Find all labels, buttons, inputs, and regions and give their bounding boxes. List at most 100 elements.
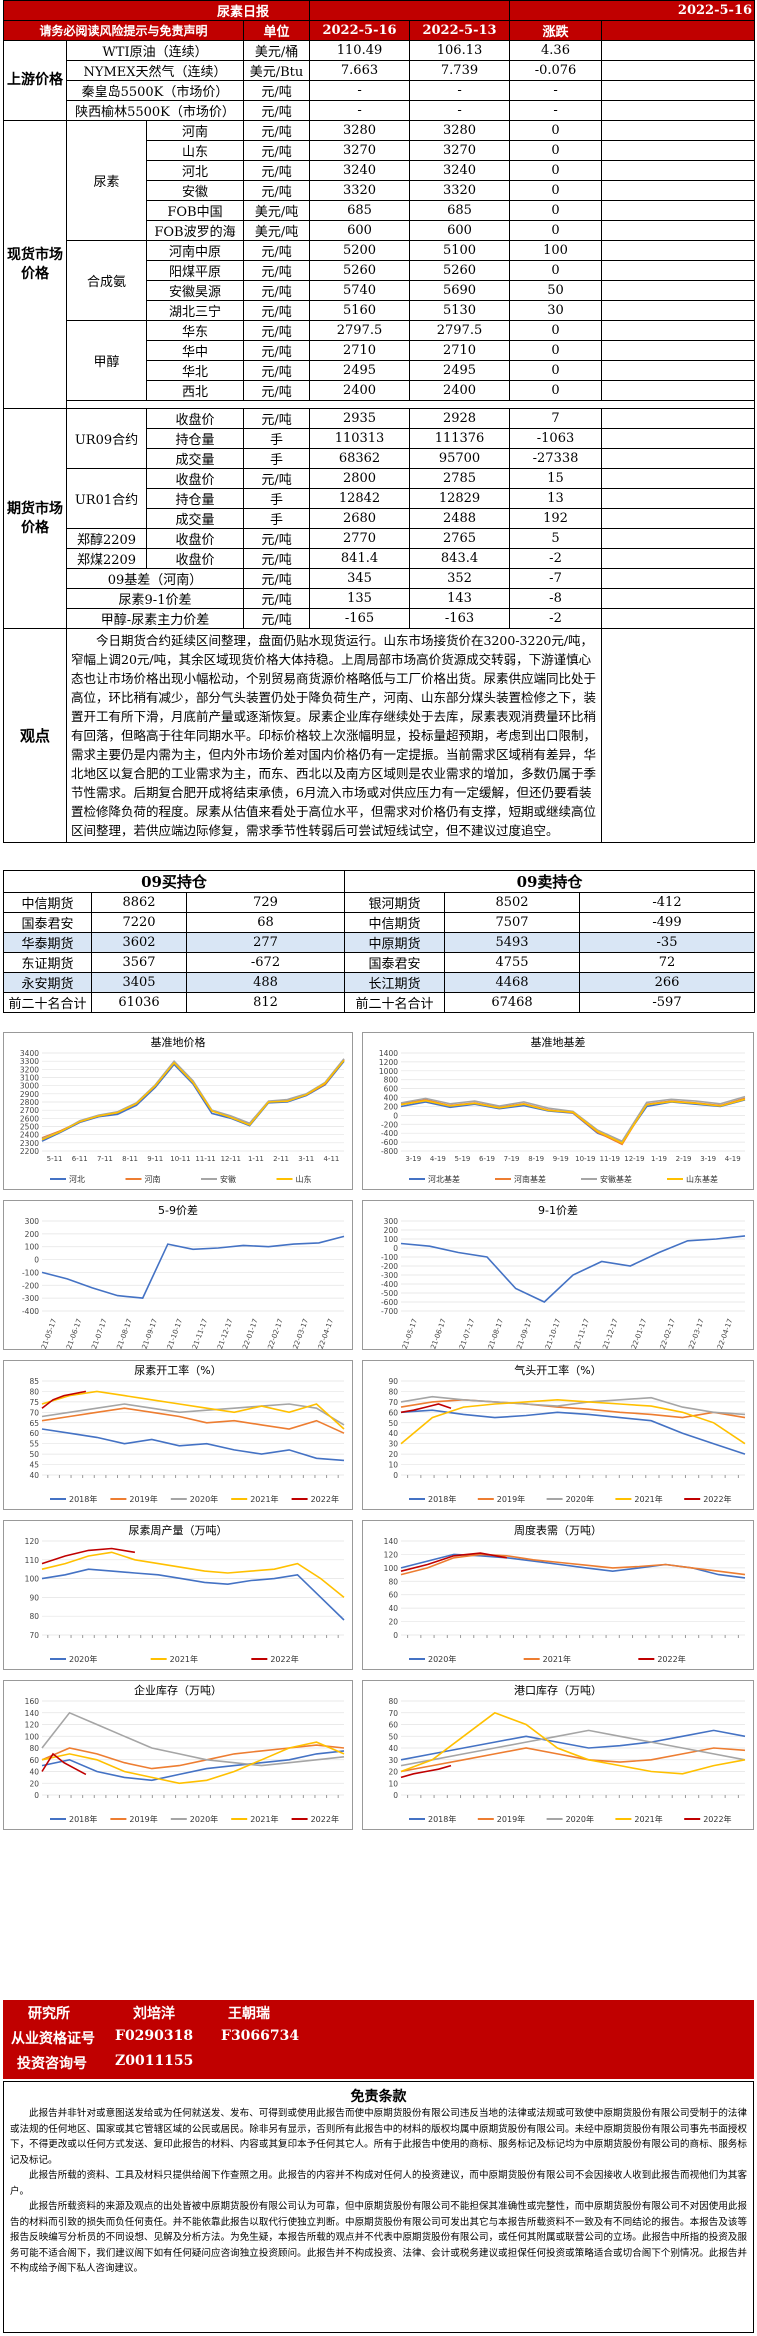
blank-cell	[601, 548, 756, 569]
qual-1: F0290318	[115, 2028, 194, 2044]
item-name: 秦皇岛5500K（市场价）	[66, 80, 244, 101]
y-tick-label: 85	[29, 1377, 39, 1386]
item-name: 华中	[146, 340, 244, 361]
y-tick-label: 300	[384, 1217, 399, 1226]
item-name: 尿素9-1价差	[66, 588, 244, 609]
item-change: 0	[509, 140, 603, 161]
x-tick-label: 2022-02-17	[656, 1318, 677, 1349]
x-tick-label: 5-19	[454, 1155, 470, 1163]
blank-cell	[601, 380, 756, 401]
y-tick-label: 60	[29, 1429, 39, 1438]
item-unit: 手	[242, 448, 311, 469]
y-tick-label: 0	[393, 1471, 398, 1480]
blank-cell	[601, 160, 756, 181]
short-change: -499	[579, 912, 755, 933]
long-volume: 3567	[91, 952, 187, 973]
risk-notice: 请务必阅读风险提示与免责声明	[3, 20, 244, 41]
legend-label: 2022年	[657, 1654, 685, 1664]
chart-title: 基准地价格	[151, 1035, 206, 1049]
legend-label: 2021年	[250, 1814, 278, 1824]
x-tick-label: 4-19	[430, 1155, 446, 1163]
series-line	[41, 1060, 345, 1142]
position-row: 华泰期货 3602 277 中原期货 5493 -35	[3, 932, 755, 953]
item-value-1: 2680	[309, 508, 411, 529]
chart-4: 9-1价差 300 200 100 0 -100 -200 -300 -400 -500 -600-…	[362, 1200, 754, 1350]
series-line	[400, 1747, 746, 1773]
spot-label: 现货市场价格	[3, 120, 67, 409]
item-value-1: 5200	[309, 240, 411, 261]
item-value-2: 143	[409, 588, 511, 609]
y-tick-label: 10	[388, 1461, 398, 1470]
blank-cell	[601, 320, 756, 341]
series-line	[400, 1729, 746, 1767]
chart-3: 5-9价差 300 200 100 0 -100 -200 -300 -400 2021-05-1…	[3, 1200, 353, 1350]
y-tick-label: 40	[388, 1744, 398, 1753]
y-tick-label: -400	[381, 1280, 398, 1289]
chart-5: 尿素开工率（%） 85 80 75 70 65 60 55 50 45 40 2018年 2019年 20…	[3, 1360, 353, 1510]
spot-row: 西北 元/吨 2400 2400 0	[4, 380, 756, 401]
chart-title: 周度表需（万吨）	[514, 1523, 602, 1537]
upstream-row: 上游价格 WTI原油（连续） 美元/桶 110.49 106.13 4.36	[3, 40, 756, 121]
analyst-2: 王朝瑞	[228, 2006, 270, 2022]
item-value-2: 2785	[409, 468, 511, 489]
long-change: -672	[186, 952, 345, 973]
short-change: -412	[579, 892, 755, 913]
item-unit: 元/吨	[242, 548, 311, 569]
item-value-1: 600	[309, 220, 411, 241]
short-change: -35	[579, 932, 755, 953]
futures-row: 持仓量手 110313 111376 -1063	[4, 428, 756, 449]
item-value-2: -	[409, 80, 511, 101]
chart-svg: 企业库存（万吨） 160 140 120 100 80 60 40 20 0 2018年 2019年 2…	[25, 1683, 345, 1824]
short-broker: 中信期货	[344, 912, 445, 933]
y-tick-label: 1400	[379, 1049, 398, 1058]
item-value-1: 2400	[309, 380, 411, 401]
y-tick-label: -400	[381, 1129, 398, 1138]
item-value-1: 3270	[309, 140, 411, 161]
upstream-label: 上游价格	[3, 40, 67, 121]
chart-title: 尿素周产量（万吨）	[129, 1523, 228, 1537]
item-unit: 元/吨	[242, 180, 311, 201]
item-value-1: 110.49	[309, 40, 411, 61]
item-value-2: 3320	[409, 180, 511, 201]
item-change: -8	[509, 588, 603, 609]
x-tick-label: 2021-07-17	[455, 1318, 476, 1349]
item-name: NYMEX天然气（连续）	[66, 60, 244, 81]
chart-title: 9-1价差	[538, 1203, 578, 1217]
y-tick-label: -100	[22, 1268, 39, 1277]
y-tick-label: 50	[388, 1732, 398, 1741]
y-tick-label: -500	[381, 1289, 398, 1298]
short-broker: 银河期货	[344, 892, 445, 913]
item-change: -	[509, 100, 603, 121]
report-title: 尿素日报	[2, 0, 311, 21]
y-tick-label: -200	[22, 1281, 39, 1290]
x-tick-label: 4-19	[725, 1155, 741, 1163]
x-tick-label: 2021-12-17	[598, 1318, 619, 1349]
y-tick-label: 2200	[20, 1147, 39, 1156]
short-broker: 长江期货	[344, 972, 445, 993]
long-broker: 永安期货	[3, 972, 92, 993]
view-text: 今日期货合约延续区间整理，盘面仍贴水现货运行。山东市场接货价在3200-3220…	[65, 628, 603, 843]
blank-cell	[601, 180, 756, 201]
item-unit: 元/吨	[242, 300, 311, 321]
long-broker: 前二十名合计	[3, 992, 92, 1013]
legend-label: 山东	[296, 1174, 312, 1184]
spot-row: 安徽昊源 元/吨 5740 5690 50	[4, 280, 756, 301]
futures-row: UR01合约 收盘价 元/吨 2800 2785 15	[4, 468, 756, 529]
legend-label: 2018年	[428, 1814, 456, 1824]
y-tick-label: 80	[388, 1577, 398, 1586]
short-title: 09卖持仓	[344, 870, 755, 893]
x-tick-label: 6-19	[479, 1155, 495, 1163]
y-tick-label: -800	[381, 1147, 398, 1156]
contract-label: 郑煤2209	[66, 548, 147, 569]
item-unit: 手	[242, 488, 311, 509]
y-tick-label: -100	[381, 1253, 398, 1262]
item-value-1: 2935	[309, 408, 411, 429]
chart-svg: 9-1价差 3002001000-100-200-300-400-500-600-…	[381, 1203, 746, 1349]
series-line	[400, 1711, 746, 1775]
legend-label: 2022年	[270, 1654, 298, 1664]
legend-label: 河北	[69, 1174, 85, 1184]
item-name: 安徽	[146, 180, 244, 201]
item-unit: 元/吨	[242, 468, 311, 489]
item-value-2: 2928	[409, 408, 511, 429]
legend-label: 2022年	[703, 1814, 731, 1824]
